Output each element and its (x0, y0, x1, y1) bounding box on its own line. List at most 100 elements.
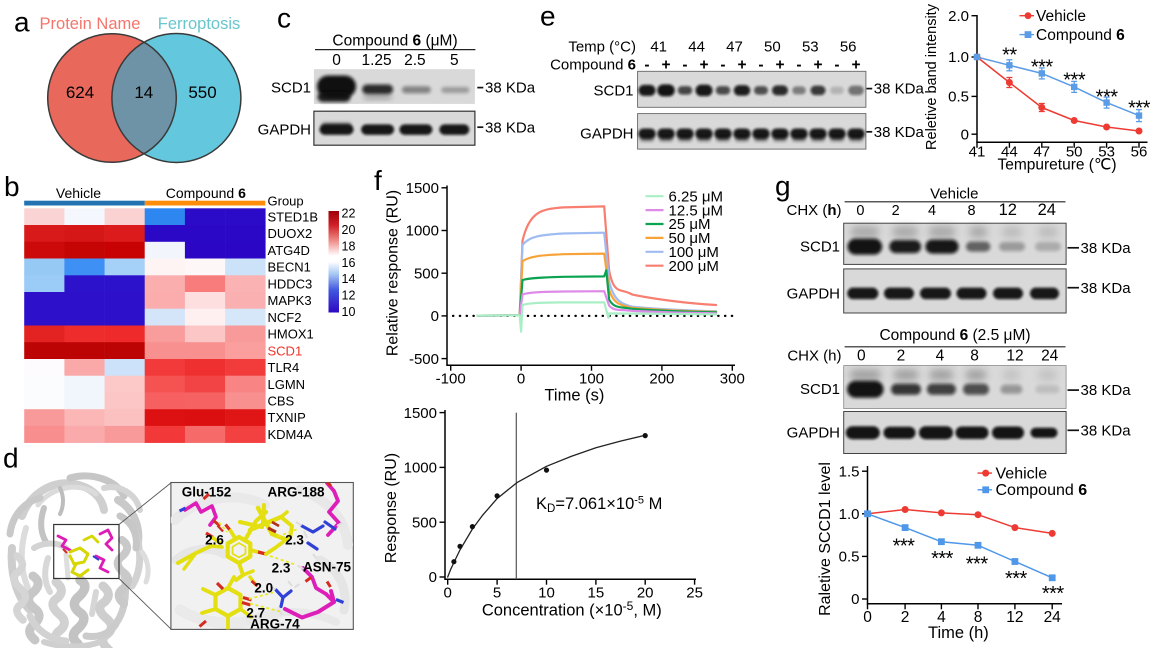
svg-text:53: 53 (1098, 144, 1115, 161)
svg-text:0: 0 (851, 591, 859, 608)
svg-text:624: 624 (66, 83, 94, 102)
svg-text:***: *** (931, 548, 954, 570)
svg-text:20: 20 (637, 585, 654, 602)
svg-text:0: 0 (332, 52, 341, 69)
svg-text:+: + (775, 57, 784, 74)
svg-text:1.25: 1.25 (362, 52, 392, 69)
svg-text:25 μM: 25 μM (669, 216, 711, 233)
svg-text:200: 200 (649, 371, 674, 388)
svg-text:NCF2: NCF2 (268, 310, 302, 325)
svg-text:38 KDa: 38 KDa (485, 119, 536, 136)
svg-text:GAPDH: GAPDH (258, 122, 311, 139)
svg-text:38 KDa: 38 KDa (1081, 280, 1132, 297)
svg-text:Group: Group (268, 194, 304, 209)
svg-text:ARG-188: ARG-188 (267, 485, 325, 500)
svg-text:14: 14 (342, 272, 356, 286)
svg-text:Time (h): Time (h) (928, 624, 989, 642)
svg-text:Time (s): Time (s) (544, 387, 604, 405)
svg-text:1.0: 1.0 (839, 506, 860, 523)
svg-text:***: *** (1005, 568, 1028, 590)
svg-text:500: 500 (414, 265, 439, 282)
svg-text:500: 500 (412, 514, 437, 531)
svg-text:38 KDa: 38 KDa (1081, 240, 1132, 257)
svg-text:Reletive band intensity: Reletive band intensity (924, 3, 940, 150)
svg-text:SCD1: SCD1 (268, 343, 303, 358)
svg-text:Vehicle: Vehicle (56, 185, 101, 201)
svg-text:1.0: 1.0 (948, 49, 969, 66)
svg-text:8: 8 (968, 203, 976, 219)
svg-text:TLR4: TLR4 (268, 360, 300, 375)
svg-text:14: 14 (134, 83, 153, 102)
svg-text:ATG4D: ATG4D (268, 243, 310, 258)
svg-text:Temp (°C): Temp (°C) (568, 39, 636, 56)
svg-text:20: 20 (342, 223, 356, 237)
svg-text:+: + (851, 57, 860, 74)
svg-text:25: 25 (686, 585, 703, 602)
svg-text:1500: 1500 (404, 405, 437, 422)
svg-text:-: - (644, 57, 649, 74)
svg-text:CHX (h): CHX (h) (787, 348, 841, 365)
svg-text:MAPK3: MAPK3 (268, 293, 312, 308)
svg-text:53: 53 (802, 39, 819, 56)
svg-text:10: 10 (538, 585, 555, 602)
svg-text:2.0: 2.0 (254, 580, 273, 595)
svg-text:Response (RU): Response (RU) (383, 453, 400, 563)
svg-text:550: 550 (188, 83, 216, 102)
svg-text:***: *** (1031, 57, 1054, 79)
svg-text:Compound 6: Compound 6 (550, 57, 636, 74)
svg-text:18: 18 (342, 239, 356, 253)
svg-text:38 KDa: 38 KDa (1081, 422, 1132, 439)
svg-text:Compound 6 (μM): Compound 6 (μM) (332, 33, 457, 50)
svg-text:SCD1: SCD1 (800, 381, 840, 398)
svg-text:4: 4 (928, 203, 936, 219)
svg-text:38 KDa: 38 KDa (485, 80, 536, 97)
svg-text:g: g (775, 171, 791, 202)
svg-text:12: 12 (1006, 609, 1023, 626)
svg-text:SCD1: SCD1 (271, 80, 311, 97)
svg-text:Compound 6: Compound 6 (166, 185, 246, 201)
svg-text:2.3: 2.3 (272, 561, 291, 576)
svg-text:8: 8 (974, 609, 983, 626)
svg-text:16: 16 (342, 256, 356, 270)
svg-text:6.25 μM: 6.25 μM (669, 188, 724, 205)
svg-text:56: 56 (1131, 144, 1148, 161)
svg-text:***: *** (1042, 583, 1065, 605)
svg-text:0: 0 (429, 569, 437, 586)
svg-text:300: 300 (720, 371, 745, 388)
svg-text:56: 56 (840, 39, 857, 56)
svg-text:+: + (737, 57, 746, 74)
svg-text:-: - (682, 57, 687, 74)
svg-text:0: 0 (863, 609, 872, 626)
svg-text:50 μM: 50 μM (669, 230, 711, 247)
svg-text:a: a (14, 7, 30, 38)
svg-text:0: 0 (517, 371, 525, 388)
svg-text:GAPDH: GAPDH (787, 425, 840, 442)
svg-text:Compound 6: Compound 6 (1036, 27, 1125, 44)
svg-text:Vehicle: Vehicle (930, 185, 978, 202)
svg-text:***: *** (966, 553, 989, 575)
svg-text:-: - (720, 57, 725, 74)
svg-text:ARG-74: ARG-74 (250, 617, 300, 632)
svg-text:+: + (661, 57, 670, 74)
svg-text:HDDC3: HDDC3 (268, 276, 313, 291)
svg-text:LGMN: LGMN (268, 377, 306, 392)
svg-text:Protein Name: Protein Name (40, 15, 141, 33)
svg-text:2.5: 2.5 (404, 52, 426, 69)
svg-text:***: *** (1128, 98, 1151, 120)
svg-text:8: 8 (970, 348, 979, 365)
svg-text:b: b (4, 171, 20, 202)
svg-text:-100: -100 (436, 371, 466, 388)
svg-text:d: d (3, 443, 19, 474)
svg-text:Raletive SCCD1 level: Raletive SCCD1 level (817, 462, 834, 616)
svg-text:2: 2 (901, 609, 910, 626)
svg-text:38 KDa: 38 KDa (1081, 382, 1132, 399)
svg-text:***: *** (1063, 70, 1086, 92)
svg-text:1500: 1500 (406, 180, 439, 197)
svg-text:DUOX2: DUOX2 (268, 226, 313, 241)
svg-text:5: 5 (493, 585, 501, 602)
svg-text:4: 4 (936, 348, 945, 365)
svg-text:Vehicle: Vehicle (996, 465, 1048, 482)
svg-text:2.7: 2.7 (246, 606, 265, 621)
svg-text:Ferroptosis: Ferroptosis (158, 15, 241, 33)
svg-text:22: 22 (342, 207, 356, 221)
